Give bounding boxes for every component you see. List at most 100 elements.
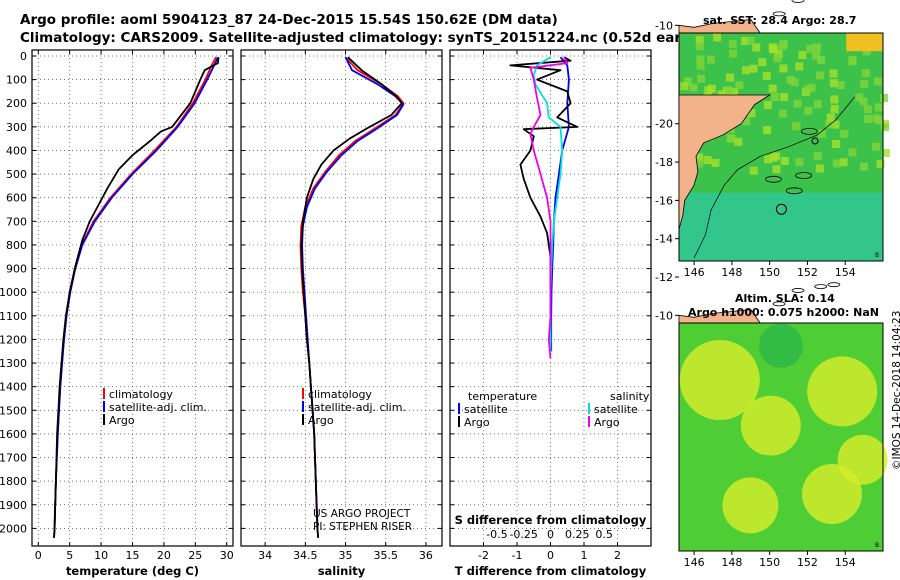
sla-map: 146 148 150 152 154 -10 -12 -14 -16 -18 -20 B	[655, 94, 888, 569]
credit-project: US ARGO PROJECT	[313, 508, 411, 520]
series-line-S-Argo	[529, 56, 569, 359]
y-tick-label: 1300	[0, 357, 27, 370]
map-land-png	[678, 309, 761, 324]
lon-tick-label: 154	[835, 556, 856, 569]
sst-cell	[848, 148, 857, 157]
sst-cell	[707, 84, 716, 93]
x-tick-label: 1	[581, 549, 588, 562]
lon-tick-label: 146	[684, 556, 705, 569]
sst-cell	[855, 93, 864, 102]
sst-cell	[779, 109, 788, 118]
lon-tick-label: 146	[684, 266, 705, 279]
argo-float-marker	[775, 203, 787, 215]
sst-cell	[881, 123, 890, 132]
sst-cell	[711, 158, 720, 167]
y-tick-label: 1700	[0, 452, 27, 465]
sst-cell	[768, 84, 777, 93]
sst-cell	[812, 51, 821, 60]
y-tick-label: 1600	[0, 428, 27, 441]
sla-high-region	[837, 434, 888, 485]
sst-cell	[768, 43, 777, 52]
s-tick-label: -0.5	[486, 528, 507, 541]
legend-label: Argo	[109, 414, 135, 427]
sst-cell	[749, 64, 758, 73]
sst-cell	[729, 49, 738, 58]
legend-label: satellite	[464, 403, 508, 416]
y-tick-label: 1000	[0, 286, 27, 299]
sst-cell	[860, 80, 869, 89]
sst-cell	[689, 83, 698, 92]
sst-cell	[746, 36, 755, 45]
sla-high-region	[679, 340, 760, 420]
sst-cell	[697, 74, 706, 83]
sst-cell	[680, 82, 689, 91]
sst-cell	[830, 95, 839, 104]
sst-cell	[840, 129, 849, 138]
sst-cell	[880, 93, 889, 102]
series-line-climatology	[53, 56, 217, 524]
sst-cell	[859, 97, 868, 106]
legend-label: climatology	[308, 388, 372, 401]
lon-tick-label: 150	[759, 266, 780, 279]
y-tick-label: 1200	[0, 333, 27, 346]
y-tick-label: 700	[6, 215, 27, 228]
series-line-Argo	[300, 56, 403, 538]
x-tick-label: 34	[258, 549, 272, 562]
sst-cell	[762, 71, 771, 80]
y-tick-label: 800	[6, 239, 27, 252]
x-tick-label: 35.5	[373, 549, 398, 562]
lon-tick-label: 152	[797, 266, 818, 279]
panel-temperature: 0100200300400500600700800900100011001200…	[0, 49, 234, 578]
sst-cell	[717, 90, 726, 99]
sst-cell	[752, 43, 761, 52]
sst-cell	[871, 142, 880, 151]
sst-cell	[706, 55, 715, 64]
legend-label: Argo	[464, 416, 490, 429]
sst-cool-region	[679, 192, 883, 261]
sst-cell	[826, 113, 835, 122]
sst-cell	[749, 166, 758, 175]
nearby-float-marker	[811, 137, 819, 145]
y-tick-label: 400	[6, 144, 27, 157]
y-tick-label: 1400	[0, 381, 27, 394]
sst-cell	[863, 105, 872, 114]
y-tick-label: 100	[6, 74, 27, 87]
map-reef	[795, 172, 813, 179]
sla-map-label-1: Altim. SLA: 0.14	[735, 292, 835, 305]
legend-title-temperature: temperature	[468, 390, 537, 403]
lon-tick-label: 148	[721, 266, 742, 279]
sst-cell	[839, 158, 848, 167]
sst-cell	[703, 155, 712, 164]
sst-cell	[725, 73, 734, 82]
series-line-T-satellite	[550, 56, 570, 352]
imos-timestamp: ©IMOS 14-Dec-2018 14:04:23	[891, 310, 900, 470]
sst-cell	[773, 54, 782, 63]
sst-warm-corner	[846, 33, 883, 52]
y-tick-label: 300	[6, 121, 27, 134]
map-corner-mark: B	[875, 252, 879, 259]
map-island	[827, 282, 841, 288]
map-reef	[800, 128, 818, 135]
map-land	[678, 94, 772, 230]
legend-label: climatology	[109, 388, 173, 401]
y-tick-label: 1900	[0, 499, 27, 512]
legend-label: satellite-adj. clim.	[109, 401, 207, 414]
x-tick-label: 5	[66, 549, 73, 562]
sst-cell	[742, 66, 751, 75]
sst-cell	[780, 156, 789, 165]
sst-cell	[734, 137, 743, 146]
x-tick-label: -1	[512, 549, 523, 562]
title-line-1: Argo profile: aoml 5904123_87 24-Dec-201…	[20, 12, 558, 28]
x-tick-label: -2	[478, 549, 489, 562]
sst-cell	[730, 87, 739, 96]
map-island	[791, 288, 805, 293]
map-island	[772, 301, 786, 307]
sst-cell	[769, 153, 778, 162]
sst-cell	[829, 69, 838, 78]
x-axis-label: salinity	[318, 564, 366, 578]
sst-cell	[695, 159, 704, 168]
sla-low-region	[759, 323, 803, 368]
sst-cell	[695, 153, 704, 162]
lat-tick-label: -10	[655, 309, 673, 322]
sst-cell	[859, 162, 868, 171]
